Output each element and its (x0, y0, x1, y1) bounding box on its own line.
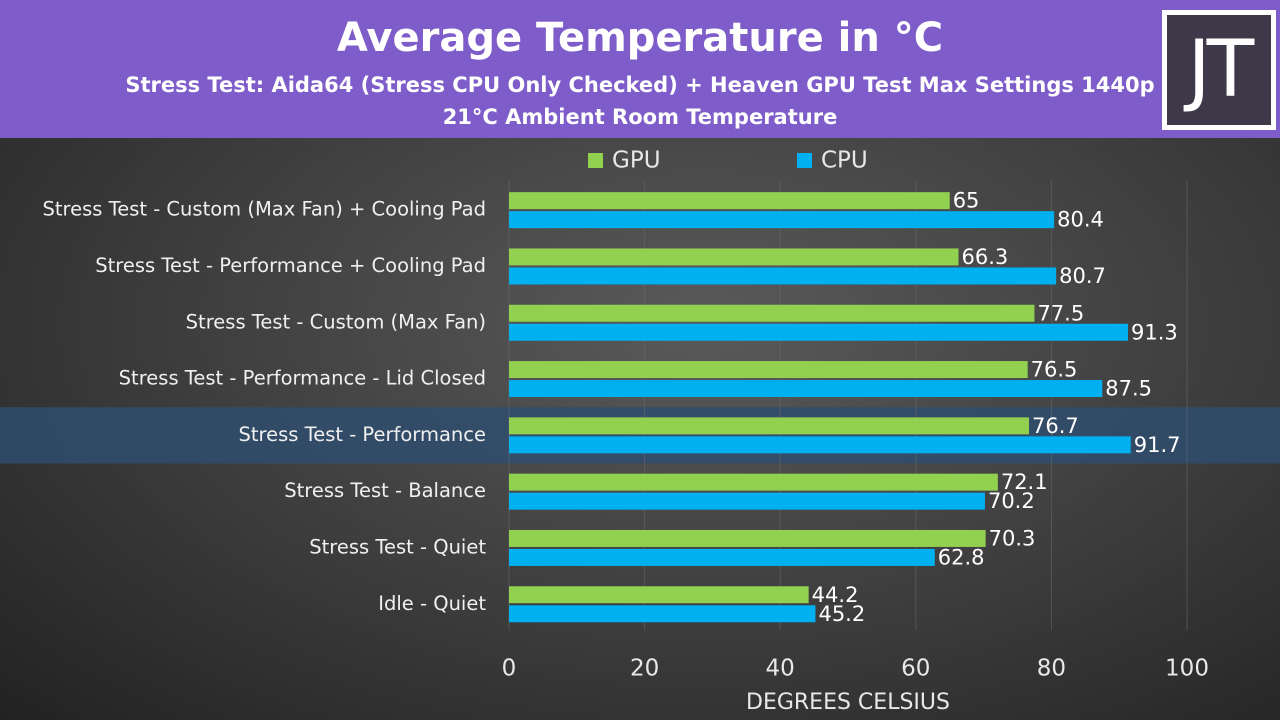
category-label: Stress Test - Custom (Max Fan) + Cooling… (42, 198, 486, 221)
bar-gpu (509, 304, 1035, 322)
bar-cpu (509, 323, 1129, 341)
category-label: Stress Test - Custom (Max Fan) (186, 310, 486, 333)
x-tick-label: 80 (1037, 656, 1066, 682)
title-banner: Average Temperature in °C Stress Test: A… (0, 0, 1280, 138)
chart-subtitle: Stress Test: Aida64 (Stress CPU Only Che… (125, 73, 1155, 97)
data-label-gpu: 44.2 (812, 583, 859, 607)
bar-gpu (509, 529, 986, 547)
data-label-cpu: 80.4 (1057, 208, 1104, 232)
data-label-gpu: 76.7 (1032, 414, 1079, 438)
category-label: Stress Test - Performance (238, 423, 486, 446)
bar-gpu (509, 248, 959, 266)
x-axis-title: DEGREES CELSIUS (746, 690, 950, 715)
data-label-cpu: 87.5 (1105, 377, 1152, 401)
data-label-gpu: 65 (953, 189, 980, 213)
data-label-gpu: 70.3 (989, 526, 1036, 550)
legend-swatch-cpu (797, 153, 812, 168)
channel-logo: JT (1162, 10, 1276, 130)
category-label: Stress Test - Performance - Lid Closed (119, 367, 486, 390)
bar-cpu (509, 267, 1057, 285)
data-label-gpu: 66.3 (962, 245, 1009, 269)
data-label-cpu: 80.7 (1059, 264, 1106, 288)
bar-gpu (509, 192, 950, 210)
data-label-cpu: 62.8 (938, 545, 985, 569)
category-label: Stress Test - Quiet (309, 535, 486, 558)
x-tick-label: 60 (901, 656, 930, 682)
highlight-band (0, 407, 1280, 464)
x-tick-label: 20 (630, 656, 659, 682)
bar-gpu (509, 586, 809, 604)
legend-label-gpu: GPU (612, 148, 661, 174)
legend-label-cpu: CPU (821, 148, 868, 174)
x-tick-label: 40 (766, 656, 795, 682)
data-label-gpu: 72.1 (1001, 470, 1048, 494)
data-label-gpu: 76.5 (1031, 358, 1078, 382)
category-label: Stress Test - Balance (284, 479, 486, 502)
bar-cpu (509, 548, 935, 566)
category-label: Idle - Quiet (378, 592, 486, 615)
bar-cpu (509, 211, 1055, 229)
data-label-cpu: 45.2 (818, 602, 865, 626)
bar-gpu (509, 473, 998, 491)
bar-gpu (509, 417, 1030, 435)
bar-cpu (509, 605, 816, 623)
bar-cpu (509, 492, 985, 510)
x-tick-label: 0 (502, 656, 517, 682)
data-label-cpu: 91.3 (1131, 320, 1178, 344)
logo-text: JT (1187, 25, 1255, 115)
bar-gpu (509, 361, 1028, 379)
data-label-cpu: 91.7 (1134, 433, 1181, 457)
bar-cpu (509, 436, 1131, 454)
legend-swatch-gpu (588, 153, 603, 168)
data-label-gpu: 77.5 (1037, 301, 1084, 325)
x-tick-label: 100 (1165, 656, 1209, 682)
data-label-cpu: 70.2 (988, 489, 1035, 513)
chart-ambient-note: 21°C Ambient Room Temperature (442, 105, 838, 129)
chart-title: Average Temperature in °C (336, 15, 944, 61)
category-label: Stress Test - Performance + Cooling Pad (95, 254, 486, 277)
bar-cpu (509, 380, 1103, 398)
